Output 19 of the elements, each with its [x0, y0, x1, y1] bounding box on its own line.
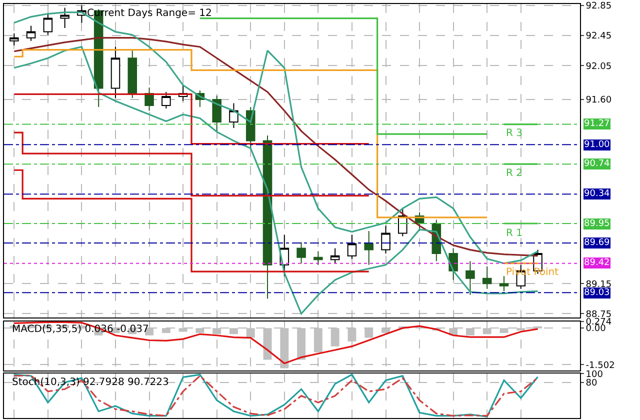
y-tick-label: 92.85: [586, 2, 612, 12]
y-tick-label: 0.00: [586, 324, 606, 334]
ref-line-label: 90.74: [584, 159, 610, 169]
series-label: R 1: [506, 228, 522, 239]
y-tick-label: 100: [586, 370, 604, 380]
y-tick-label: 92.45: [586, 32, 612, 42]
ref-line-label: 91.00: [584, 140, 610, 150]
ref-line-label: 89.42: [584, 258, 610, 268]
y-tick-label: 91.60: [586, 96, 612, 106]
y-tick-label: -1.502: [586, 360, 615, 371]
ref-line-label: 90.34: [584, 189, 610, 199]
ref-line-label: 91.27: [584, 119, 610, 129]
ref-line-label: 89.03: [584, 288, 610, 298]
ref-line-label: 89.95: [584, 219, 610, 229]
series-label: R 2: [506, 168, 522, 179]
y-tick-label: 80: [586, 378, 598, 389]
ref-line-label: 89.69: [584, 238, 610, 248]
y-tick-label: 92.05: [586, 62, 612, 72]
series-label: R 3: [506, 128, 522, 139]
